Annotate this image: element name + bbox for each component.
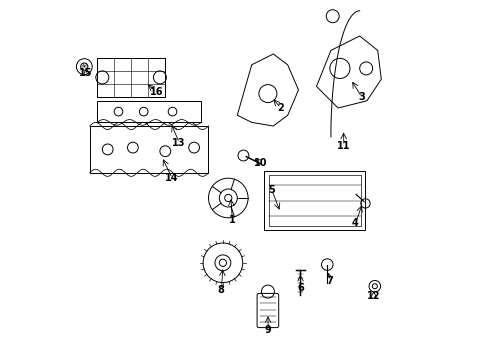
Text: 3: 3 (357, 92, 364, 102)
Text: 6: 6 (296, 283, 303, 293)
Text: 1: 1 (228, 215, 235, 225)
Text: 16: 16 (149, 87, 163, 97)
Text: 8: 8 (217, 285, 224, 295)
Text: 9: 9 (264, 325, 271, 336)
Text: 7: 7 (326, 276, 333, 286)
Text: 11: 11 (336, 141, 349, 151)
Text: 13: 13 (172, 138, 185, 148)
Text: 15: 15 (79, 68, 93, 78)
Text: 2: 2 (277, 103, 284, 113)
Text: 12: 12 (366, 291, 379, 301)
Text: 10: 10 (253, 158, 267, 168)
Text: 4: 4 (351, 218, 358, 228)
Text: 14: 14 (164, 173, 178, 183)
Text: 5: 5 (267, 185, 274, 195)
